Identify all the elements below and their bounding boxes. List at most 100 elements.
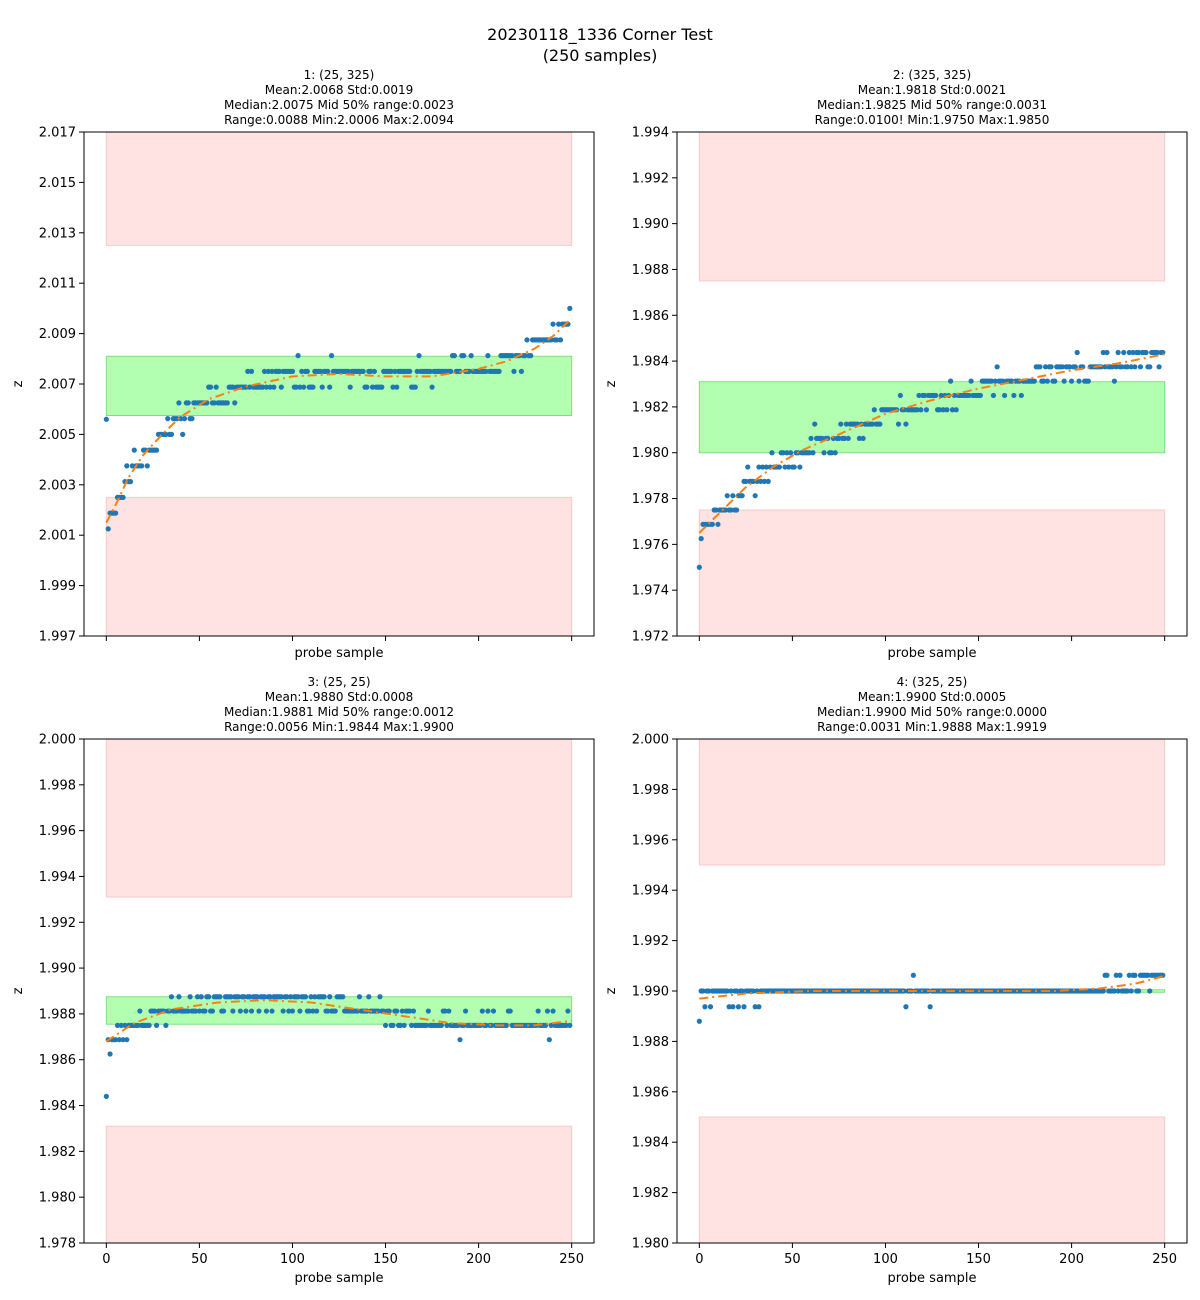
- y-tick-label: 1.992: [632, 934, 669, 949]
- data-point: [131, 447, 137, 453]
- data-point: [198, 994, 204, 1000]
- data-point: [379, 384, 385, 390]
- x-axis-label: probe sample: [295, 1271, 384, 1286]
- data-point: [388, 368, 394, 374]
- data-point: [554, 337, 560, 343]
- data-point: [423, 1022, 430, 1028]
- subplot-title-line: Median:1.9825 Mid 50% range:0.0031: [817, 98, 1047, 112]
- data-point: [247, 384, 253, 390]
- data-point: [377, 994, 383, 1000]
- data-point: [567, 1022, 573, 1028]
- data-point: [715, 521, 721, 527]
- data-point: [944, 407, 950, 413]
- data-point: [168, 431, 175, 437]
- data-point: [1042, 364, 1049, 370]
- data-point: [127, 479, 134, 485]
- data-point: [966, 392, 972, 399]
- y-tick-label: 1.986: [39, 1053, 76, 1068]
- data-point: [232, 400, 238, 406]
- data-point: [786, 464, 792, 470]
- data-point: [444, 1022, 450, 1028]
- data-point: [1136, 988, 1142, 994]
- data-point: [1128, 988, 1134, 994]
- data-point: [1104, 349, 1110, 356]
- data-point: [446, 1008, 452, 1014]
- data-point: [733, 988, 740, 994]
- subplot-title-line: 3: (25, 25): [307, 675, 370, 689]
- data-point: [260, 384, 266, 390]
- out-of-tolerance-band: [698, 131, 1166, 282]
- data-point: [910, 972, 916, 978]
- data-point: [728, 988, 734, 994]
- data-point: [511, 368, 517, 374]
- data-point: [267, 384, 273, 390]
- data-point: [327, 384, 333, 390]
- data-point: [895, 421, 902, 427]
- data-point: [756, 1004, 762, 1010]
- data-point: [120, 1037, 126, 1043]
- data-point: [743, 478, 749, 484]
- data-point: [122, 1022, 128, 1028]
- data-point: [304, 368, 310, 374]
- data-point: [903, 421, 909, 427]
- data-point: [702, 1004, 708, 1010]
- data-point: [284, 994, 290, 1000]
- data-point: [696, 1018, 702, 1024]
- data-point: [163, 431, 169, 437]
- out-of-tolerance-band: [698, 738, 1166, 866]
- data-point: [237, 1008, 243, 1014]
- data-point: [202, 1008, 208, 1014]
- y-tick-label: 1.990: [632, 217, 669, 232]
- figure-title: 20230118_1336 Corner Test: [487, 25, 713, 45]
- y-tick-label: 1.996: [39, 824, 76, 839]
- y-tick-label: 1.988: [632, 1035, 669, 1050]
- data-point: [836, 435, 842, 442]
- y-tick-label: 1.988: [632, 263, 669, 278]
- data-point: [776, 464, 782, 470]
- data-point: [366, 994, 372, 1000]
- data-point: [118, 1022, 124, 1028]
- data-point: [1154, 349, 1160, 356]
- y-tick-label: 1.986: [632, 309, 669, 324]
- data-point: [293, 384, 299, 390]
- y-tick-label: 1.972: [632, 630, 669, 645]
- data-point: [1011, 392, 1017, 399]
- subplot-title-line: Median:2.0075 Mid 50% range:0.0023: [224, 98, 454, 112]
- data-point: [302, 994, 309, 1000]
- x-tick-label: 0: [695, 1252, 703, 1267]
- data-point: [1113, 364, 1119, 370]
- data-point: [271, 384, 277, 390]
- data-point: [181, 416, 188, 422]
- subplot-title-line: Mean:1.9818 Std:0.0021: [858, 83, 1007, 97]
- data-point: [838, 421, 844, 427]
- data-point: [1145, 972, 1151, 978]
- data-point: [938, 392, 944, 399]
- data-point: [1132, 972, 1138, 978]
- data-point: [241, 994, 247, 1000]
- data-point: [301, 384, 307, 390]
- data-point: [194, 994, 201, 1000]
- data-point: [1147, 364, 1153, 370]
- data-point: [730, 1004, 736, 1010]
- data-point: [116, 1037, 122, 1043]
- data-point: [821, 450, 827, 456]
- y-tick-label: 2.007: [39, 378, 76, 393]
- data-point: [345, 368, 351, 374]
- data-point: [308, 994, 314, 1000]
- data-point: [871, 407, 877, 413]
- data-point: [295, 994, 301, 1000]
- data-point: [1136, 349, 1142, 356]
- data-point: [812, 421, 818, 427]
- y-tick-label: 2.001: [39, 529, 76, 544]
- data-point: [174, 416, 180, 422]
- data-point: [994, 364, 1000, 370]
- data-point: [953, 407, 959, 413]
- data-point: [722, 507, 728, 513]
- subplot-3: 3: (25, 25)Mean:1.9880 Std:0.0008Median:…: [11, 675, 595, 1286]
- data-point: [235, 994, 242, 1000]
- data-point: [1128, 364, 1134, 370]
- data-point: [724, 493, 730, 499]
- data-point: [289, 368, 296, 374]
- y-tick-label: 1.998: [39, 778, 76, 793]
